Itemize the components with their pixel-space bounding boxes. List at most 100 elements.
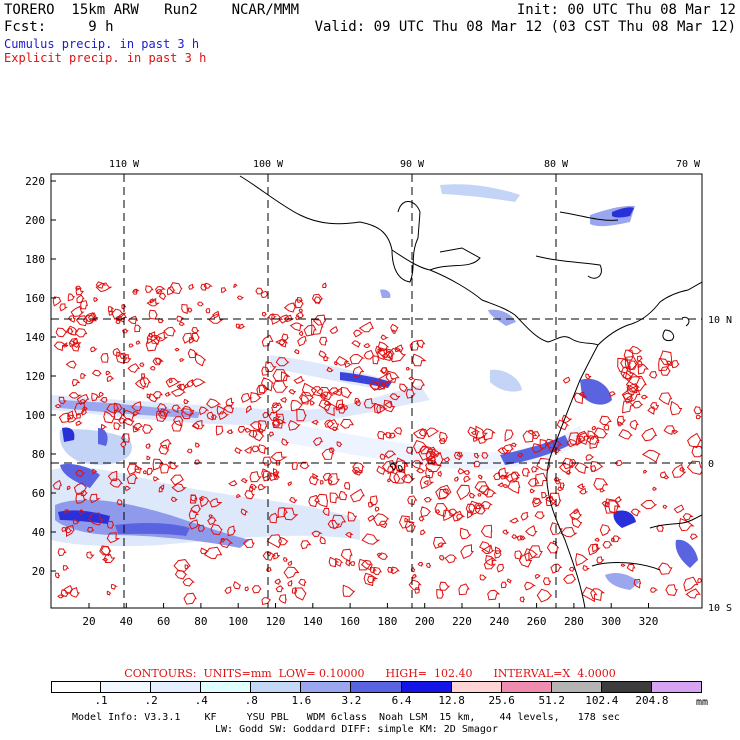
precip-contour	[376, 552, 383, 557]
precip-contour	[693, 406, 702, 415]
precip-contour	[80, 489, 88, 497]
precip-contour	[393, 469, 408, 484]
precip-contour	[369, 495, 379, 506]
colorbar-swatch	[301, 681, 352, 693]
precip-contour	[320, 393, 328, 401]
precip-contour	[438, 555, 446, 561]
precip-contour	[442, 488, 450, 494]
precip-contour	[622, 400, 635, 414]
precip-contour	[225, 397, 235, 407]
precip-contour	[112, 348, 121, 358]
lon-label: 80 W	[544, 159, 569, 170]
precip-contour	[93, 297, 99, 302]
precip-contour	[188, 283, 195, 290]
precip-contour	[207, 517, 217, 526]
precip-contour	[425, 455, 437, 465]
precip-contour	[295, 311, 305, 319]
precip-contour	[672, 429, 679, 435]
precip-contour	[170, 474, 185, 486]
precip-contour	[419, 474, 435, 490]
precip-contour	[319, 479, 324, 485]
precip-contour	[164, 391, 172, 397]
x-tick-label: 180	[377, 615, 397, 628]
precip-contour	[387, 347, 407, 363]
precip-contour	[269, 431, 275, 438]
precip-contour	[89, 493, 101, 504]
precip-contour	[549, 492, 562, 507]
precip-contour	[344, 362, 353, 369]
precip-contour	[68, 587, 80, 598]
colorbar-label: 51.2	[538, 694, 566, 707]
precip-contour	[531, 443, 546, 453]
precip-contour	[244, 427, 252, 433]
precip-contour	[280, 371, 291, 382]
precip-contour	[288, 420, 301, 431]
precip-contour	[296, 408, 307, 422]
precip-contour	[536, 588, 553, 603]
precip-contour	[379, 453, 388, 460]
precip-contour	[516, 535, 525, 541]
precip-contour	[236, 494, 242, 499]
precip-contour	[368, 501, 375, 508]
precip-contour	[88, 312, 99, 322]
precip-contour	[266, 534, 282, 549]
colorbar-label: .2	[144, 694, 158, 707]
precip-contour	[158, 444, 170, 455]
precip-contour	[67, 293, 76, 302]
model-info: Model Info: V3.3.1 KF YSU PBL WDM 6class…	[72, 712, 620, 723]
precip-contour	[563, 573, 577, 584]
precip-contour	[568, 432, 582, 446]
precip-contour	[64, 526, 73, 534]
precip-contour	[113, 422, 122, 431]
precip-contour	[132, 289, 138, 295]
precip-contour	[53, 341, 69, 352]
precip-contour	[510, 471, 521, 480]
x-tick-label: 320	[639, 615, 659, 628]
precip-contour	[326, 366, 334, 373]
precip-contour	[319, 536, 326, 545]
precip-contour	[78, 509, 86, 515]
precip-contour	[199, 495, 211, 508]
precip-contour	[599, 415, 612, 426]
precip-contour	[329, 492, 340, 504]
precip-contour	[343, 482, 351, 490]
precip-contour	[206, 411, 215, 421]
precip-contour	[251, 445, 261, 453]
precip-contour	[308, 476, 320, 486]
precip-contour	[641, 427, 658, 442]
colorbar-swatch	[501, 681, 552, 693]
colorbar-swatch	[451, 681, 502, 693]
precip-contour	[328, 556, 340, 568]
precip-contour	[482, 428, 496, 441]
precip-contour	[133, 422, 144, 431]
precip-contour	[585, 373, 592, 380]
y-tick-label: 220	[25, 175, 45, 188]
precip-contour	[527, 477, 540, 487]
precip-contour	[425, 467, 435, 479]
precip-contour	[218, 411, 230, 421]
precip-contour	[363, 398, 377, 409]
precip-contour	[652, 486, 658, 491]
precip-contour	[591, 425, 597, 431]
precip-contour	[132, 411, 141, 417]
precip-contour	[343, 405, 349, 410]
precip-contour	[100, 353, 109, 363]
precip-contour	[358, 558, 372, 571]
precip-contour	[67, 410, 75, 420]
precip-contour	[587, 430, 596, 440]
x-tick-label: 300	[601, 615, 621, 628]
precip-contour	[367, 514, 376, 522]
precip-contour	[109, 478, 124, 488]
precip-contour	[519, 596, 525, 603]
precip-contour	[67, 328, 74, 334]
precip-contour	[327, 473, 340, 486]
precip-contour	[68, 392, 82, 399]
precip-contour	[271, 402, 280, 408]
precip-contour	[608, 391, 616, 398]
precip-contour	[425, 427, 440, 438]
precip-contour	[470, 429, 477, 435]
precip-contour	[507, 479, 521, 494]
precip-contour	[275, 357, 290, 367]
precip-contour	[95, 281, 107, 289]
lat-lon-grid	[51, 174, 702, 608]
